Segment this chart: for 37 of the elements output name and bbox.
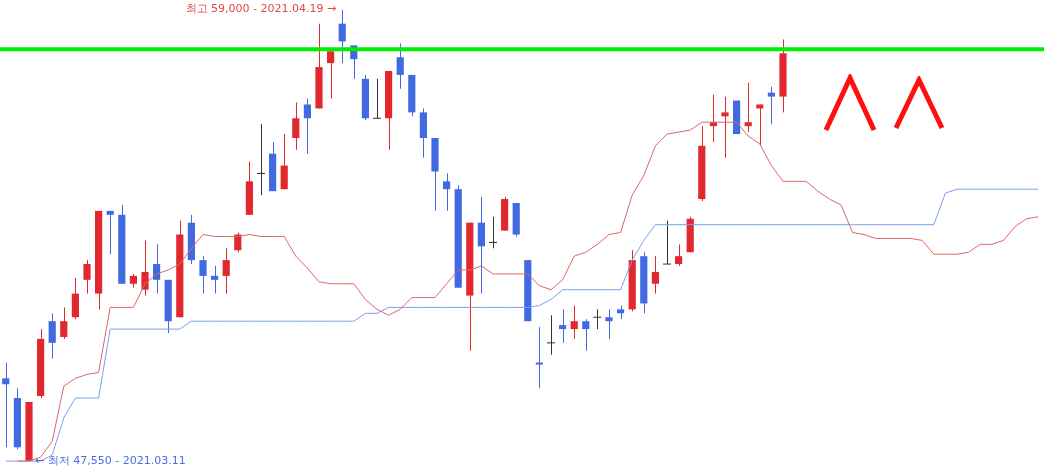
candlestick xyxy=(48,312,56,360)
candlestick xyxy=(477,196,485,295)
annotation: 최고 59,000 - 2021.04.19 → xyxy=(185,2,337,16)
candlestick xyxy=(141,239,149,297)
candlestick xyxy=(106,210,114,255)
candlestick xyxy=(303,98,311,155)
candlestick xyxy=(570,304,578,340)
candlestick xyxy=(756,103,764,147)
candlestick xyxy=(2,362,10,448)
candlestick xyxy=(582,318,590,352)
candlestick xyxy=(535,326,543,389)
annotation: ← 최저 47,550 - 2021.03.11 xyxy=(35,454,186,468)
candlestick xyxy=(767,86,775,125)
candlestick xyxy=(292,102,300,151)
candlestick xyxy=(546,314,556,356)
candlestick xyxy=(675,243,683,267)
candlestick xyxy=(199,255,207,295)
candlestick xyxy=(83,259,91,295)
candlestick xyxy=(651,255,659,295)
candlestick xyxy=(396,42,404,90)
candlestick xyxy=(211,265,219,295)
candlestick xyxy=(559,308,567,344)
candlestick xyxy=(744,82,752,133)
candlestick xyxy=(60,306,68,340)
candlestick xyxy=(222,247,230,295)
candlestick xyxy=(721,96,729,159)
candlestick xyxy=(71,277,79,320)
candlestick xyxy=(443,172,451,212)
candlestick xyxy=(605,308,613,340)
candlestick xyxy=(338,9,346,64)
candlestick xyxy=(662,220,672,265)
candlestick xyxy=(256,123,266,196)
candlestick xyxy=(280,133,288,190)
candlestick xyxy=(327,50,335,100)
candlestick xyxy=(592,308,602,330)
candlestick xyxy=(488,216,498,249)
candlestick xyxy=(372,78,382,119)
